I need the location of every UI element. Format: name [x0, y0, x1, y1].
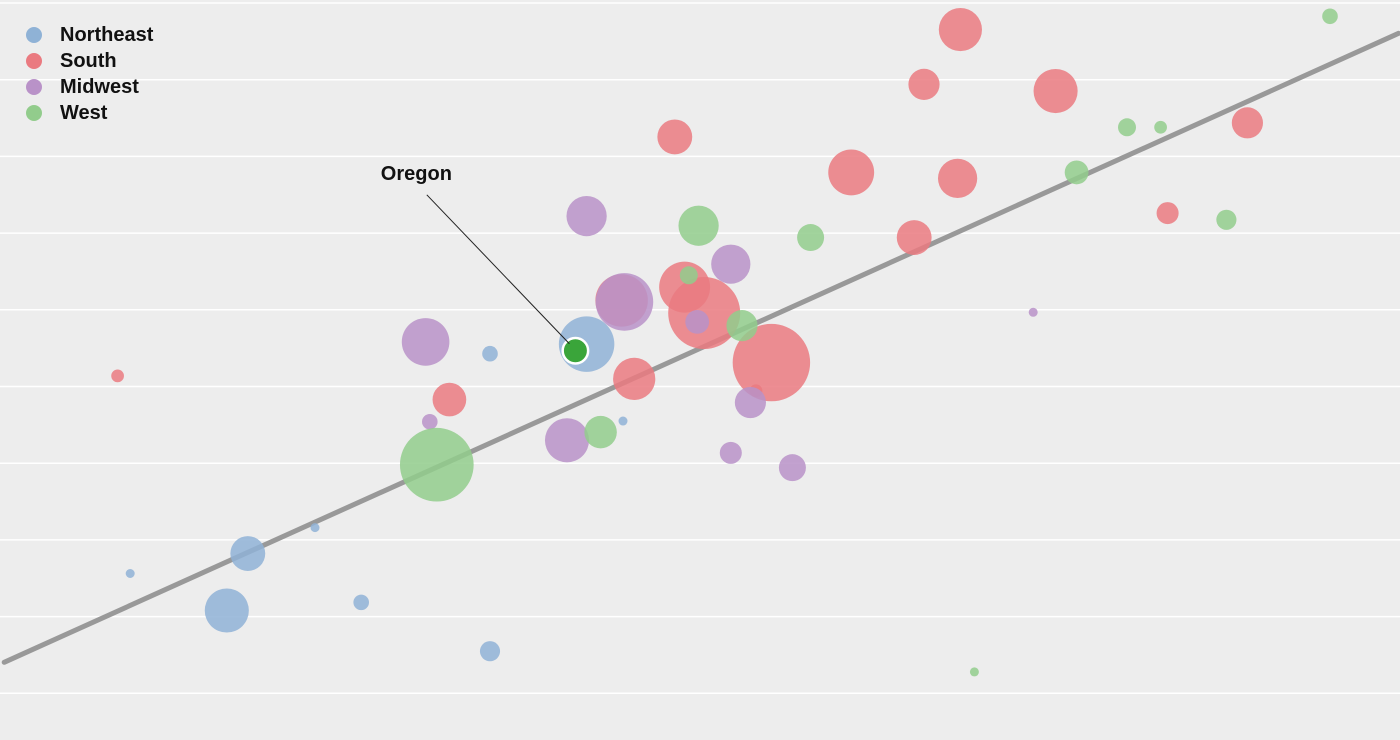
legend-swatch-west [26, 105, 42, 121]
bubble-west[interactable] [399, 427, 474, 502]
bubble-northeast[interactable] [353, 594, 369, 611]
bubble-west[interactable] [1118, 118, 1136, 137]
bubble-west[interactable] [1154, 120, 1167, 134]
bubble-northeast[interactable] [204, 588, 249, 633]
bubble-midwest[interactable] [734, 386, 766, 419]
bubble-west[interactable] [726, 310, 758, 342]
bubble-northeast[interactable] [482, 345, 498, 362]
bubble-west[interactable] [1064, 160, 1089, 185]
bubble-south[interactable] [432, 382, 467, 417]
bubble-south[interactable] [828, 149, 875, 196]
bubble-midwest[interactable] [566, 195, 607, 237]
bubble-midwest[interactable] [1028, 307, 1038, 317]
bubble-midwest[interactable] [719, 441, 742, 464]
bubble-west[interactable] [1216, 209, 1237, 230]
bubble-west[interactable] [797, 224, 825, 252]
annotation-leader-line [426, 194, 570, 345]
legend-label-west: West [60, 102, 108, 124]
bubble-south[interactable] [938, 8, 982, 52]
bubble-northeast[interactable] [230, 536, 266, 571]
bubble-midwest[interactable] [544, 418, 590, 463]
bubble-midwest[interactable] [422, 414, 438, 430]
bubble-west[interactable] [678, 205, 719, 246]
bubble-midwest[interactable] [711, 244, 751, 284]
bubble-south[interactable] [908, 68, 940, 100]
bubble-south[interactable] [613, 357, 656, 400]
legend-swatch-south [26, 53, 42, 69]
legend-label-midwest: Midwest [60, 76, 139, 98]
annotation-label-oregon: Oregon [381, 163, 452, 185]
bubble-northeast[interactable] [310, 523, 320, 533]
legend-label-northeast: Northeast [60, 24, 154, 46]
bubble-south[interactable] [1231, 107, 1263, 139]
bubble-south[interactable] [111, 369, 124, 383]
bubble-west[interactable] [1322, 8, 1338, 25]
bubble-midwest[interactable] [595, 273, 654, 331]
bubble-midwest[interactable] [685, 309, 710, 334]
bubble-northeast[interactable] [618, 416, 628, 426]
bubble-midwest[interactable] [778, 454, 806, 482]
bubble-northeast[interactable] [125, 569, 135, 578]
legend: Northeast South Midwest West [26, 22, 153, 126]
bubble-midwest[interactable] [401, 318, 450, 366]
legend-swatch-midwest [26, 79, 42, 95]
bubble-northeast[interactable] [479, 641, 501, 662]
legend-swatch-northeast [26, 27, 42, 43]
legend-label-south: South [60, 50, 117, 72]
bubble-highlight-oregon[interactable] [561, 336, 590, 365]
bubble-south[interactable] [1033, 68, 1078, 114]
bubble-west[interactable] [969, 667, 979, 677]
annotation-layer: Oregon [381, 163, 570, 345]
legend-item-west[interactable]: West [26, 100, 153, 126]
legend-item-midwest[interactable]: Midwest [26, 74, 153, 100]
bubble-south[interactable] [732, 323, 811, 402]
legend-item-south[interactable]: South [26, 48, 153, 74]
bubbles-layer [111, 8, 1338, 677]
bubble-south[interactable] [937, 158, 978, 198]
bubble-west[interactable] [679, 266, 698, 285]
bubble-south[interactable] [896, 220, 932, 255]
legend-item-northeast[interactable]: Northeast [26, 22, 153, 48]
bubble-west[interactable] [584, 415, 617, 449]
bubble-south[interactable] [657, 119, 693, 155]
bubble-south[interactable] [1156, 202, 1179, 225]
